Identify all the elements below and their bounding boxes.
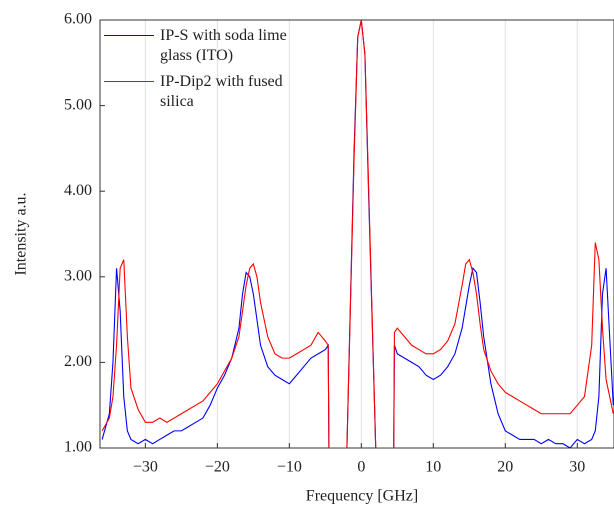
x-tick-label: −10 bbox=[277, 459, 302, 476]
x-tick-label: 20 bbox=[497, 459, 513, 476]
legend-swatch bbox=[104, 81, 154, 82]
x-tick-label: 0 bbox=[357, 459, 365, 476]
legend-item: IP-Dip2 with fused silica bbox=[104, 72, 295, 112]
y-tick-label: 5.00 bbox=[64, 96, 92, 113]
line-series bbox=[101, 20, 614, 448]
y-tick-label: 4.00 bbox=[64, 182, 92, 199]
x-tick-label: −30 bbox=[133, 459, 158, 476]
legend-item: IP-S with soda lime glass (ITO) bbox=[104, 26, 295, 66]
plot-area bbox=[101, 20, 614, 448]
y-tick-label: 2.00 bbox=[64, 353, 92, 370]
y-tick-label: 3.00 bbox=[64, 267, 92, 284]
x-axis-title: Frequency [GHz] bbox=[306, 488, 418, 505]
x-tick-label: −20 bbox=[205, 459, 230, 476]
x-tick-label: 30 bbox=[569, 459, 585, 476]
legend-label: IP-Dip2 with fused silica bbox=[160, 73, 283, 110]
y-axis-title: Intensity a.u. bbox=[13, 192, 30, 275]
y-tick-label: 6.00 bbox=[64, 11, 92, 28]
legend-swatch bbox=[104, 35, 154, 36]
x-tick-label: 10 bbox=[425, 459, 441, 476]
plot-frame bbox=[99, 19, 614, 449]
y-tick-label: 1.00 bbox=[64, 439, 92, 456]
legend-label: IP-S with soda lime glass (ITO) bbox=[160, 27, 287, 64]
legend: IP-S with soda lime glass (ITO) IP-Dip2 w… bbox=[104, 26, 295, 118]
